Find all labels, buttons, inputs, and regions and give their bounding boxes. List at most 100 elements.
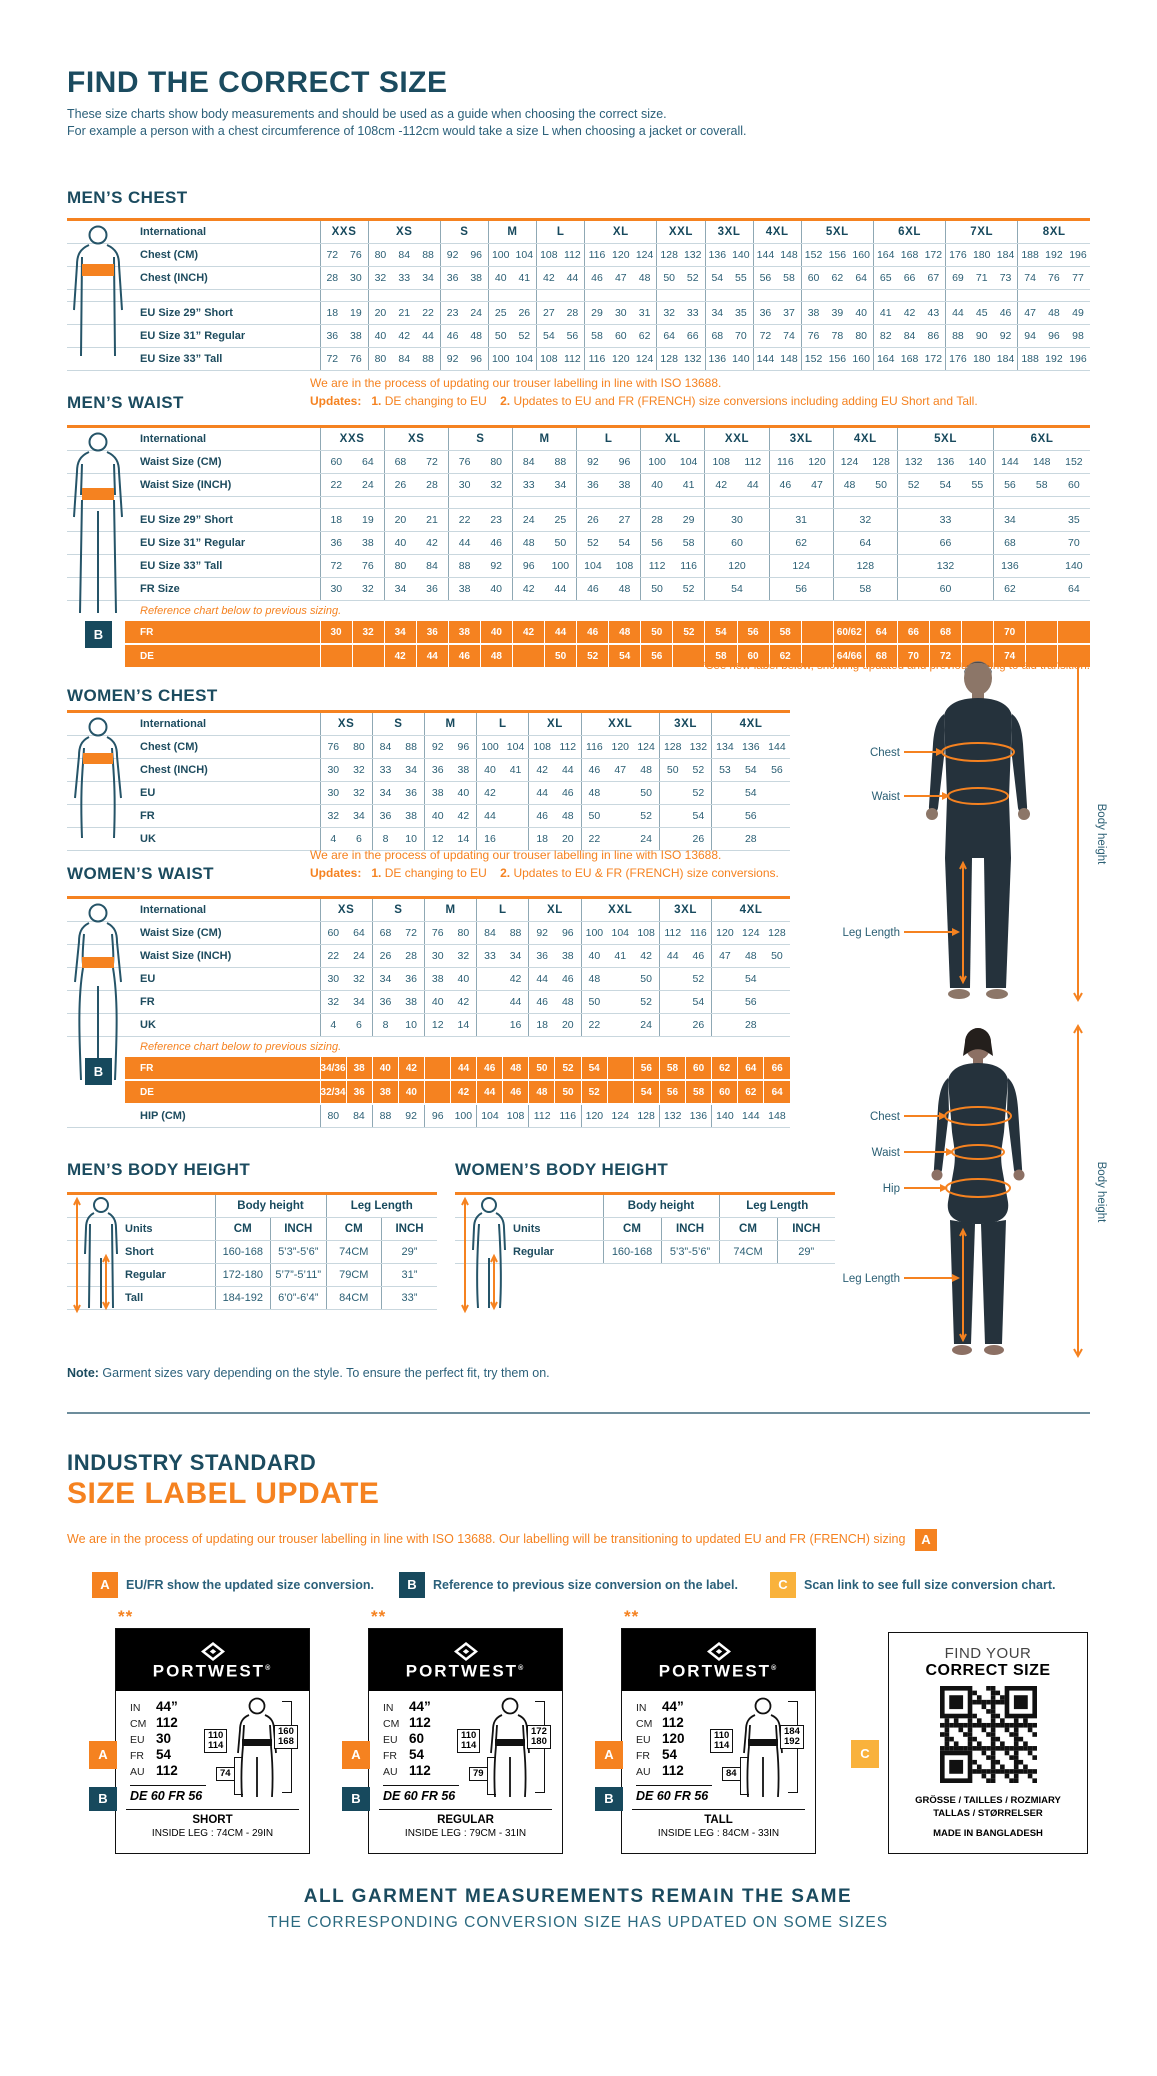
size-cell: 40	[476, 758, 503, 782]
registered-mark: ®	[265, 1664, 273, 1672]
size-cell: 128	[658, 735, 686, 759]
size-cell: 104	[576, 554, 609, 578]
size-cell: 34	[398, 758, 425, 782]
card-b-badge: B	[89, 1787, 117, 1811]
size-cell: 62	[632, 324, 657, 348]
size-cell: 50	[580, 990, 608, 1014]
size-cell: 14	[450, 827, 477, 851]
size-cell	[800, 621, 834, 645]
size-cell: 34	[993, 508, 1026, 532]
size-column-header: XXL	[580, 711, 660, 736]
size-cell: 41	[872, 301, 898, 325]
size-cell: 32	[656, 301, 681, 325]
card-figure: 110 114 184 192 84	[710, 1695, 812, 1807]
size-cell	[607, 804, 634, 828]
card-size-row: EU 120	[636, 1731, 685, 1747]
size-cell: 38	[464, 266, 489, 290]
height-measure-box: 172 180	[527, 1725, 551, 1749]
size-column-header: XXL	[580, 897, 660, 922]
size-cell: 104	[672, 450, 705, 474]
size-cell	[502, 827, 529, 851]
size-cell: 34	[383, 621, 417, 645]
size-cell: 80	[450, 921, 477, 945]
leg-measure-box: 84	[722, 1767, 741, 1781]
size-cell: 8	[371, 827, 399, 851]
card-b-badge: B	[595, 1787, 623, 1811]
size-cell: 28	[640, 508, 673, 532]
garment-note: Note: Garment sizes vary depending on th…	[67, 1366, 550, 1380]
portwest-diamond-icon	[200, 1641, 225, 1661]
size-cell: 58	[704, 644, 738, 669]
size-cell: 48	[737, 944, 764, 968]
size-cell: 108	[536, 243, 561, 267]
size-value: 54	[156, 1747, 172, 1762]
size-cell: 32	[319, 804, 347, 828]
size-cell: 48	[511, 531, 545, 555]
size-cell	[711, 781, 738, 805]
size-cell: 46	[554, 781, 582, 805]
card-figure: 110 114 160 168 74	[204, 1695, 306, 1807]
size-cell: 50	[658, 758, 686, 782]
size-system: CM	[383, 1718, 400, 1730]
size-cell: 80	[849, 324, 874, 348]
brand-name: PORTWEST®	[405, 1661, 526, 1681]
card-figure-icon	[237, 1697, 277, 1798]
size-column-header: L	[576, 426, 641, 451]
size-table: International XS S M L XL XXL 3XL 4XL Waist Size …	[67, 896, 790, 1128]
size-cell: 38	[345, 1057, 373, 1081]
size-cell: 176	[945, 347, 970, 371]
size-cell: 96	[1041, 324, 1066, 348]
size-cell: 30	[344, 266, 369, 290]
size-cell: 40	[367, 324, 393, 348]
row-label: UK	[67, 1013, 320, 1037]
size-column-header: L	[536, 219, 585, 244]
size-value: 112	[662, 1763, 684, 1778]
size-cell: 46	[554, 967, 582, 991]
size-cell: 46	[476, 1057, 503, 1081]
size-cell: 66	[897, 266, 922, 290]
size-cell: 54	[737, 758, 764, 782]
size-cell: 132	[896, 554, 994, 578]
size-cell: 47	[1017, 301, 1042, 325]
size-cell: 37	[777, 301, 802, 325]
size-value: 112	[156, 1763, 178, 1778]
size-system: AU	[130, 1766, 145, 1778]
size-cell: 38	[423, 781, 451, 805]
card-size-row: AU 112	[130, 1763, 178, 1779]
size-cell	[502, 804, 529, 828]
size-cell: 68	[993, 531, 1026, 555]
mens-waist-table-wrap: International XXS XS S M L XL XXL 3XL 4XL 5XL 6XL Wa…	[67, 425, 1090, 669]
size-cell: 120	[801, 450, 834, 474]
size-cell: 46	[502, 1080, 529, 1105]
size-table: International XS S M L XL XXL 3XL 4XL Chest (CM) 7…	[67, 710, 790, 851]
size-cell: 52	[672, 577, 705, 601]
size-cell: 108	[608, 554, 641, 578]
reference-note: Reference chart below to previous sizing…	[140, 1041, 342, 1053]
size-cell: 66	[763, 1057, 790, 1081]
card-figure-icon	[490, 1697, 530, 1798]
size-cell: 100	[487, 347, 513, 371]
card-size-rows: IN 44” CM 112 EU 60 FR 54 AU 112	[383, 1699, 431, 1779]
size-system: EU	[383, 1734, 398, 1746]
size-cell: 36	[576, 473, 609, 497]
card-previous-size-ref: DE 60 FR 56	[636, 1785, 712, 1803]
size-cell: 96	[464, 347, 489, 371]
size-cell: 88	[502, 921, 529, 945]
section-divider	[67, 1412, 1090, 1414]
size-cell: 40	[423, 990, 451, 1014]
size-cell: 50	[487, 324, 513, 348]
qr-c-badge: C	[851, 1740, 879, 1768]
size-cell: 70	[896, 644, 930, 669]
leg-bracket	[740, 1757, 749, 1795]
size-cell: 19	[344, 301, 369, 325]
size-column-header: XL	[584, 219, 657, 244]
size-cell: 42	[416, 531, 449, 555]
woman-arrowheads	[939, 1112, 960, 1282]
size-cell	[658, 1013, 686, 1037]
size-cell: 52	[680, 266, 705, 290]
size-column-header: XXS	[319, 219, 369, 244]
size-cell: 76	[344, 243, 369, 267]
card-size-rows: IN 44” CM 112 EU 120 FR 54 AU 112	[636, 1699, 685, 1779]
size-column-header: S	[447, 426, 513, 451]
size-cell: 56	[752, 266, 778, 290]
